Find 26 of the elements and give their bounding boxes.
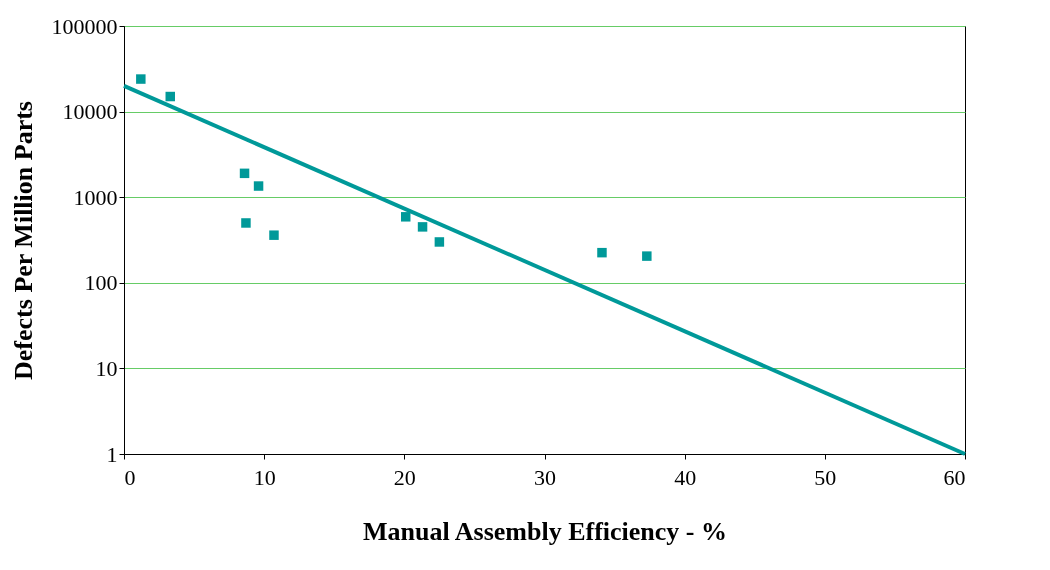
- point: [241, 218, 251, 228]
- x-tick-label: 0: [124, 464, 136, 490]
- y-tick-label: 1000: [73, 184, 118, 210]
- y-tick-label: 100000: [51, 13, 118, 39]
- point: [136, 74, 146, 84]
- point: [165, 91, 175, 102]
- x-tick-label: 50: [814, 464, 837, 490]
- x-tick-label: 30: [534, 464, 556, 490]
- y-tick-label: 100: [84, 270, 118, 296]
- point: [417, 222, 428, 232]
- x-tick-label: 60: [943, 464, 966, 490]
- x-axis-title: Manual Assembly Efficiency - %: [363, 516, 727, 546]
- point: [253, 181, 264, 191]
- point: [269, 230, 279, 240]
- point: [642, 251, 652, 261]
- point: [239, 168, 250, 179]
- y-tick-label: 1: [106, 441, 118, 467]
- point: [434, 237, 445, 247]
- point: [597, 247, 607, 258]
- x-tick-label: 10: [253, 464, 276, 490]
- x-tick-label: 20: [393, 464, 416, 490]
- y-tick-label: 10: [95, 355, 118, 381]
- y-tick-label: 10000: [62, 99, 118, 125]
- point: [400, 212, 411, 222]
- y-axis-title: Defects Per Million Parts: [8, 101, 38, 380]
- x-tick-label: 40: [674, 464, 697, 490]
